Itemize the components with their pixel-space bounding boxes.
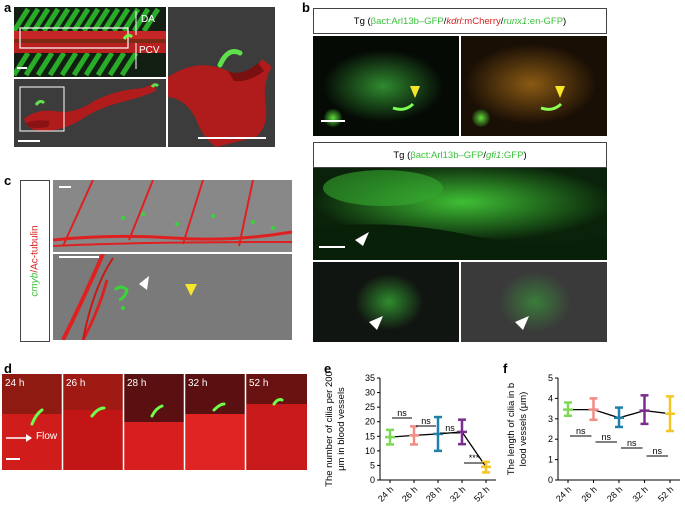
panel-b-title-2: Tg (βact:Arl13b–GFP / gfi1:GFP) (313, 142, 607, 168)
side-label-cmyb: cmyb (29, 272, 41, 297)
x-tick-label: 26 h (579, 484, 598, 503)
panel-b-image-merge (461, 36, 607, 136)
panel-b-letter: b (302, 0, 310, 15)
panel-a-3d-render-zoom (168, 7, 275, 147)
y-tick-label: 30 (365, 388, 375, 398)
y-axis-label: The length of cilia in b (506, 383, 517, 475)
x-tick-label: 32 h (630, 484, 649, 503)
y-tick-label: 15 (365, 431, 375, 441)
time-label-28h: 28 h (127, 378, 147, 389)
panel-c-letter: c (4, 173, 12, 188)
panel-b-cell-merge-graphic (499, 272, 571, 332)
y-axis-label: μm in blood vessels (336, 387, 347, 471)
y-tick-label: 10 (365, 446, 375, 456)
title1-runx1: runx1 (503, 15, 528, 27)
panel-d-image-strip: 24 h 26 h 28 h 32 h 52 h Flow (2, 374, 307, 470)
panel-b-gfi1-graphic (313, 168, 607, 260)
y-tick-label: 0 (548, 475, 553, 485)
panel-c-top-graphic (53, 180, 292, 252)
title2-prefix: Tg ( (393, 149, 411, 161)
panel-c-image-top (53, 180, 292, 252)
time-label-32h: 32 h (188, 378, 208, 389)
panel-c-side-label-box: cmyb/Ac-tubulin (20, 180, 50, 342)
comparison-label: ns (397, 408, 407, 418)
panel-e-letter: e (324, 361, 332, 376)
title1-arl13b: βact:Arl13b–GFP (370, 15, 444, 27)
panel-b-merge-graphic (465, 44, 597, 127)
title1-suffix: ) (563, 15, 567, 27)
y-tick-label: 25 (365, 402, 375, 412)
title1-sep1: / (443, 15, 447, 27)
comparison-label: ns (601, 432, 611, 442)
panel-a-overview-graphic (14, 7, 166, 77)
x-tick-label: 52 h (656, 484, 675, 503)
y-tick-label: 35 (365, 373, 375, 383)
panel-b-image-cell-green (313, 262, 459, 342)
comparison-label: ns (576, 426, 586, 436)
panel-c-side-label: cmyb/Ac-tubulin (30, 225, 41, 296)
side-label-actubulin: /Ac-tubulin (29, 225, 41, 273)
y-tick-label: 5 (548, 373, 553, 383)
time-label-26h: 26 h (66, 378, 86, 389)
y-tick-label: 4 (548, 393, 553, 403)
title1-sep2: / (500, 15, 504, 27)
panel-a-3d-render-small (14, 79, 166, 147)
panel-b-image-green (313, 36, 459, 136)
x-tick-label: 26 h (400, 484, 419, 503)
title2-gfi1: gfi1 (485, 149, 502, 161)
title2-arl13b: βact:Arl13b–GFP (410, 149, 484, 161)
y-axis-label: lood vessels (μm) (518, 392, 529, 467)
panel-d-letter: d (4, 361, 12, 376)
title1-engfp: :en-GFP (527, 15, 564, 27)
flow-label: Flow (36, 431, 58, 442)
panel-c-bottom-graphic (53, 254, 292, 340)
comparison-label: ns (445, 423, 455, 433)
y-tick-label: 5 (370, 460, 375, 470)
label-pcv: PCV (139, 45, 160, 56)
panel-f-letter: f (503, 361, 508, 376)
y-tick-label: 3 (548, 414, 553, 424)
panel-b-image-gfi1 (313, 168, 607, 260)
chart-f: 0 1 2 3 4 5 The length of cilia in b lood vesse… (506, 373, 680, 504)
time-label-52h: 52 h (249, 378, 269, 389)
comparison-label: ns (421, 416, 431, 426)
panel-a-3d-graphic-small (18, 83, 160, 142)
panel-a-3d-graphic-zoom (168, 49, 272, 147)
comparison-label: ns (627, 438, 637, 448)
x-tick-label: 28 h (424, 484, 443, 503)
panel-b-cell-green-graphic (355, 274, 423, 330)
comparison-label: *** (469, 453, 480, 463)
panel-c-image-bottom (53, 254, 292, 340)
y-axis-label: The number of cilia per 200 (324, 371, 335, 487)
y-tick-label: 0 (370, 475, 375, 485)
panel-d-strip-graphic (2, 374, 307, 470)
x-tick-label: 52 h (472, 484, 491, 503)
panel-a-overview-image: DA PCV (14, 7, 166, 77)
panel-b-green-graphic (321, 50, 443, 127)
comparison-label: ns (652, 446, 662, 456)
title2-sep1: / (483, 149, 486, 161)
y-tick-label: 1 (548, 455, 553, 465)
label-da: DA (141, 14, 155, 25)
y-tick-label: 20 (365, 417, 375, 427)
panel-b-image-cell-merge (461, 262, 607, 342)
chart-e: 0 5 10 15 20 25 30 35 The number of cilia per 20… (324, 371, 496, 504)
x-tick-label: 24 h (554, 484, 573, 503)
y-tick-label: 2 (548, 434, 553, 444)
time-label-24h: 24 h (5, 378, 25, 389)
x-tick-label: 32 h (448, 484, 467, 503)
title1-kdrl: kdrl (446, 15, 462, 27)
panel-a-letter: a (4, 0, 12, 15)
title1-mcherry: :mCherry (461, 15, 501, 27)
title1-prefix: Tg ( (353, 15, 371, 27)
x-tick-label: 24 h (376, 484, 395, 503)
x-tick-label: 28 h (605, 484, 624, 503)
title2-gfp: :GFP (501, 149, 524, 161)
title2-suffix: ) (523, 149, 527, 161)
panel-b-title-1: Tg (βact:Arl13b–GFP / kdrl:mCherry / runx1:… (313, 8, 607, 34)
